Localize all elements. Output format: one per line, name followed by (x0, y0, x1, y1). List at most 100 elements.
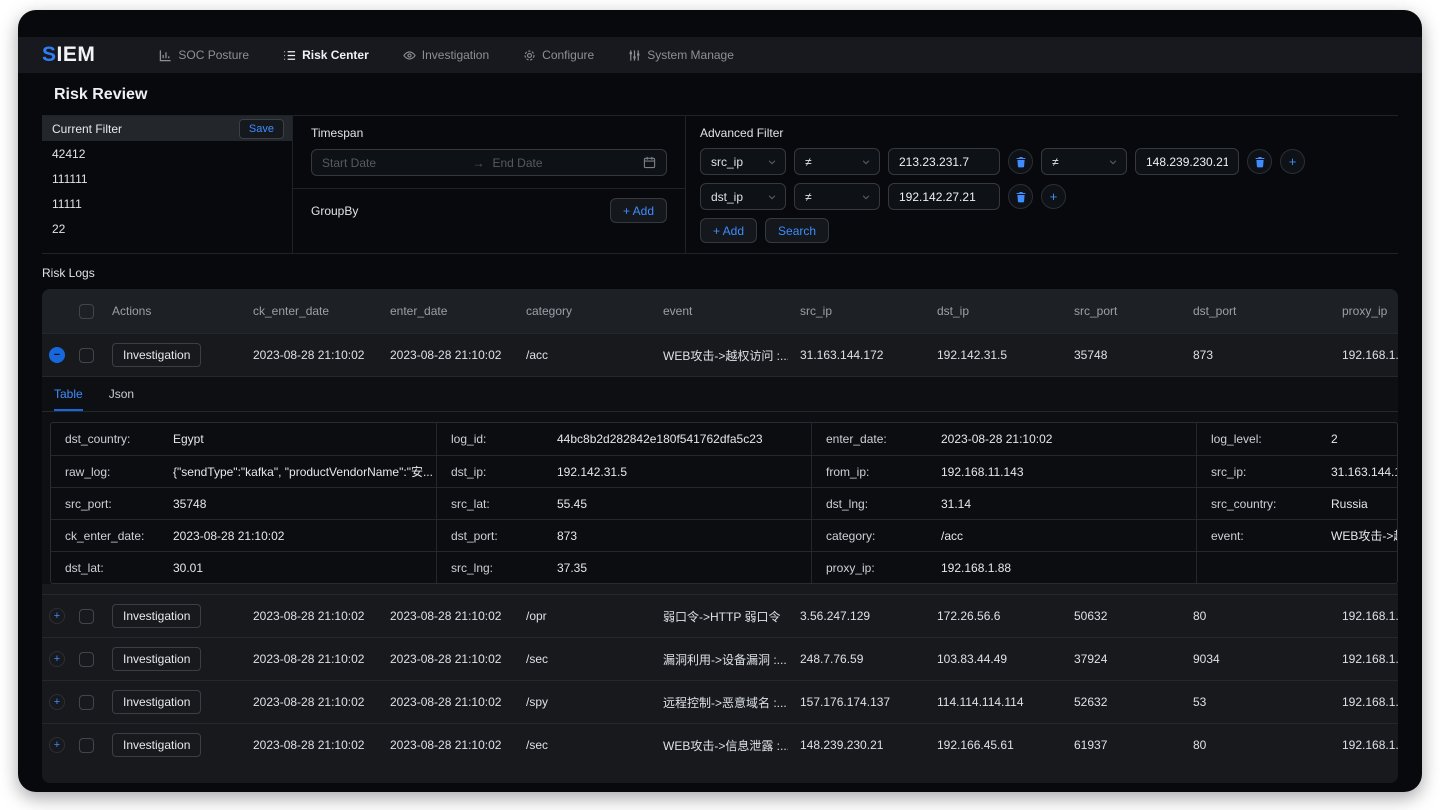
detail-key: from_ip: (811, 455, 941, 487)
gear-icon (523, 49, 536, 62)
add-condition-button[interactable]: + (1041, 184, 1066, 209)
plus-icon: + (1050, 189, 1058, 204)
detail-grid: dst_country:Egypt log_id:44bc8b2d282842e… (50, 422, 1398, 584)
delete-condition-button[interactable] (1008, 149, 1033, 174)
select-all-checkbox[interactable] (79, 304, 94, 319)
column-header: enter_date (378, 304, 514, 318)
field-select[interactable]: dst_ip (700, 183, 786, 210)
add-filter-button[interactable]: + Add (700, 218, 757, 243)
nav-item-risk-center[interactable]: Risk Center (283, 48, 369, 62)
nav-item-configure[interactable]: Configure (523, 48, 594, 62)
add-condition-button[interactable]: + (1280, 149, 1305, 174)
chevron-down-icon (861, 192, 871, 202)
investigation-button[interactable]: Investigation (112, 647, 201, 671)
start-date-input[interactable] (322, 156, 465, 170)
current-filter-title: Current Filter (52, 122, 122, 136)
bar-chart-icon (159, 49, 172, 62)
end-date-input[interactable] (493, 156, 636, 170)
column-header: dst_port (1181, 304, 1330, 318)
groupby-add-button[interactable]: + Add (610, 198, 667, 223)
chevron-down-icon (861, 157, 871, 167)
detail-key: proxy_ip: (811, 551, 941, 583)
filter-strip: Current Filter Save 42412 111111 11111 2… (42, 115, 1398, 254)
expand-row-button[interactable]: + (49, 651, 65, 667)
nav-item-investigation[interactable]: Investigation (403, 48, 489, 62)
detail-value: 31.163.144.172 (1331, 455, 1397, 487)
detail-value: WEB攻击->越权访问 :... (1331, 519, 1397, 551)
filter-value-input[interactable] (888, 183, 1000, 210)
cell-ck-enter-date: 2023-08-28 21:10:02 (241, 652, 378, 666)
cell-ck-enter-date: 2023-08-28 21:10:02 (241, 738, 378, 752)
nav-label: System Manage (647, 48, 734, 62)
search-button[interactable]: Search (765, 218, 829, 243)
operator-select[interactable]: ≠ (1041, 148, 1127, 175)
row-checkbox[interactable] (79, 348, 94, 363)
expand-row-button[interactable]: + (49, 608, 65, 624)
cell-src-ip: 3.56.247.129 (788, 609, 925, 623)
cell-proxy-ip: 192.168.1.88 (1330, 609, 1398, 623)
column-header: event (651, 304, 788, 318)
table-row: + Investigation 2023-08-28 21:10:02 2023… (42, 723, 1398, 766)
app-window: SIEM SOC Posture Risk Center Investigati… (18, 10, 1422, 792)
investigation-button[interactable]: Investigation (112, 690, 201, 714)
delete-condition-button[interactable] (1247, 149, 1272, 174)
cell-enter-date: 2023-08-28 21:10:02 (378, 652, 514, 666)
cell-dst-ip: 103.83.44.49 (925, 652, 1062, 666)
cell-category: /spy (514, 695, 651, 709)
advanced-filter-panel: Advanced Filter src_ip ≠ ≠ (686, 116, 1398, 253)
investigation-button[interactable]: Investigation (112, 733, 201, 757)
field-select[interactable]: src_ip (700, 148, 786, 175)
row-checkbox[interactable] (79, 738, 94, 753)
cell-enter-date: 2023-08-28 21:10:02 (378, 609, 514, 623)
filter-list-item[interactable]: 11111 (42, 191, 292, 216)
row-detail-panel: Table Json dst_country:Egypt log_id:44bc… (42, 376, 1398, 584)
filter-list-item[interactable]: 42412 (42, 141, 292, 166)
operator-select[interactable]: ≠ (794, 183, 880, 210)
operator-select[interactable]: ≠ (794, 148, 880, 175)
cell-category: /acc (514, 348, 651, 362)
detail-value: 30.01 (173, 551, 436, 583)
cell-event: 远程控制->恶意域名 :... (651, 694, 788, 711)
filter-value-input[interactable] (1135, 148, 1239, 175)
filter-value-input[interactable] (888, 148, 1000, 175)
row-checkbox[interactable] (79, 652, 94, 667)
detail-key: dst_ip: (436, 455, 557, 487)
column-header: src_port (1062, 304, 1181, 318)
risk-logs-title: Risk Logs (42, 266, 1398, 280)
detail-key: src_port: (51, 487, 173, 519)
tab-json[interactable]: Json (109, 387, 134, 411)
table-row: − Investigation 2023-08-28 21:10:02 2023… (42, 333, 1398, 376)
delete-condition-button[interactable] (1008, 184, 1033, 209)
filter-list-item[interactable]: 111111 (42, 166, 292, 191)
eye-icon (403, 49, 416, 62)
collapse-row-button[interactable]: − (49, 347, 65, 363)
filter-list-item[interactable]: 22 (42, 216, 292, 241)
nav-item-system-manage[interactable]: System Manage (628, 48, 734, 62)
detail-value: /acc (941, 519, 1196, 551)
cell-event: WEB攻击->越权访问 :... (651, 347, 788, 364)
detail-tabs: Table Json (42, 377, 1398, 412)
risk-logs-table: Actions ck_enter_date enter_date categor… (42, 289, 1398, 783)
cell-event: 漏洞利用->设备漏洞 :... (651, 651, 788, 668)
investigation-button[interactable]: Investigation (112, 343, 201, 367)
cell-src-port: 50632 (1062, 609, 1181, 623)
cell-dst-port: 80 (1181, 609, 1330, 623)
date-range-picker[interactable]: → (311, 149, 667, 176)
detail-value: 2 (1331, 423, 1397, 455)
cell-category: /opr (514, 609, 651, 623)
nav-label: Configure (542, 48, 594, 62)
cell-src-port: 61937 (1062, 738, 1181, 752)
detail-value: Russia (1331, 487, 1397, 519)
expand-row-button[interactable]: + (49, 737, 65, 753)
nav-item-soc-posture[interactable]: SOC Posture (159, 48, 249, 62)
tab-table[interactable]: Table (54, 387, 83, 411)
investigation-button[interactable]: Investigation (112, 604, 201, 628)
row-checkbox[interactable] (79, 609, 94, 624)
row-checkbox[interactable] (79, 695, 94, 710)
save-button[interactable]: Save (239, 119, 284, 139)
cell-dst-port: 80 (1181, 738, 1330, 752)
list-icon (283, 49, 296, 62)
detail-key: category: (811, 519, 941, 551)
expand-row-button[interactable]: + (49, 694, 65, 710)
select-value: dst_ip (711, 190, 743, 204)
